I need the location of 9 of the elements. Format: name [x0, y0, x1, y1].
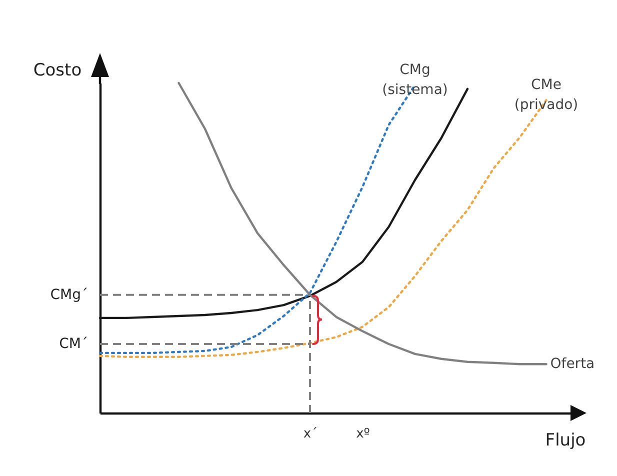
series-label: CMe (privado) — [514, 77, 578, 114]
x-axis-title: Flujo — [545, 430, 586, 450]
x-tick-label: xº — [356, 426, 370, 442]
ref-line-label: CM´ — [59, 336, 88, 352]
y-axis-title: Costo — [33, 60, 82, 80]
series-label: CMg (sistema) — [382, 62, 448, 98]
x-tick-label: x´ — [303, 426, 318, 442]
series-label: Oferta — [550, 356, 595, 372]
ref-line-label: CMg´ — [50, 286, 88, 303]
